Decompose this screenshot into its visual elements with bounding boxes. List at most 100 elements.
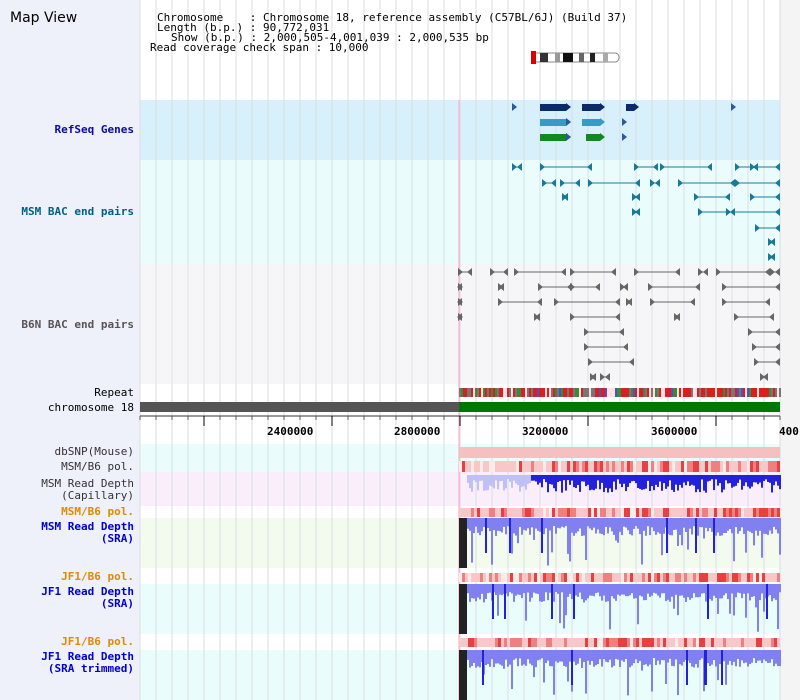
read-depth-bar bbox=[675, 584, 677, 595]
repeat-feature bbox=[727, 388, 729, 397]
read-depth-bar bbox=[547, 518, 549, 566]
polymorphism-cell bbox=[648, 638, 651, 647]
repeat-feature bbox=[475, 388, 477, 397]
read-depth-bar bbox=[647, 584, 649, 594]
msm-bac-pair-end bbox=[575, 179, 580, 187]
read-depth-bar bbox=[683, 584, 685, 598]
read-depth-bar bbox=[523, 584, 525, 594]
read-depth-bar bbox=[641, 650, 643, 671]
read-depth-bar bbox=[743, 650, 745, 664]
polymorphism-cell bbox=[570, 573, 573, 582]
polymorphism-cell bbox=[504, 508, 507, 517]
read-depth-spike bbox=[686, 650, 688, 685]
polymorphism-cell bbox=[525, 508, 528, 517]
read-depth-bar bbox=[549, 584, 551, 593]
polymorphism-cell bbox=[684, 573, 687, 582]
polymorphism-cell bbox=[543, 461, 546, 472]
read-depth-bar bbox=[737, 475, 739, 483]
ideogram-band bbox=[579, 53, 584, 62]
read-depth-bar bbox=[697, 650, 699, 668]
polymorphism-cell bbox=[681, 461, 684, 472]
info-coverage-span: Read coverage check span : 10,000 bbox=[150, 41, 369, 54]
read-depth-bar bbox=[597, 584, 599, 593]
read-depth-bar bbox=[479, 650, 481, 668]
polymorphism-cell bbox=[624, 638, 627, 647]
read-depth-bar bbox=[515, 475, 517, 484]
read-depth-bar bbox=[713, 475, 715, 491]
b6n-bac-pair-end bbox=[554, 298, 559, 306]
track-label-dbsnp: dbSNP(Mouse) bbox=[54, 445, 134, 458]
read-depth-bar bbox=[727, 584, 729, 600]
read-depth-spike bbox=[492, 584, 494, 619]
read-depth-bar bbox=[591, 518, 593, 531]
read-depth-bar bbox=[761, 584, 763, 594]
read-depth-bar bbox=[679, 518, 681, 535]
track-label-jf1-depth-sra-sub: (SRA) bbox=[100, 597, 134, 610]
read-depth-bar bbox=[729, 518, 731, 530]
b6n-bac-pair-end bbox=[503, 268, 508, 276]
polymorphism-cell bbox=[777, 508, 780, 517]
read-depth-bar bbox=[575, 650, 577, 666]
read-depth-bar bbox=[717, 650, 719, 681]
read-depth-bar bbox=[709, 584, 711, 599]
read-depth-bar bbox=[537, 584, 539, 594]
track-label-b6n-bac[interactable]: B6N BAC end pairs bbox=[21, 318, 134, 331]
read-depth-bar bbox=[563, 584, 565, 629]
read-depth-bar bbox=[557, 584, 559, 594]
chromosome-gap-region bbox=[140, 402, 459, 412]
read-depth-bar bbox=[717, 518, 719, 533]
polymorphism-cell bbox=[663, 573, 666, 582]
read-depth-bar bbox=[569, 475, 571, 485]
read-depth-bar bbox=[511, 475, 513, 488]
polymorphism-cell bbox=[735, 508, 738, 517]
read-depth-bar bbox=[751, 584, 753, 597]
msm-bac-pair-end bbox=[560, 179, 565, 187]
chromosome-ideogram[interactable] bbox=[531, 51, 620, 64]
read-depth-bar bbox=[751, 475, 753, 487]
repeat-feature bbox=[553, 388, 555, 397]
repeat-feature bbox=[591, 388, 593, 397]
b6n-bac-pair-end bbox=[490, 268, 495, 276]
read-depth-spike bbox=[482, 650, 484, 685]
track-label-msm-bac[interactable]: MSM BAC end pairs bbox=[21, 205, 134, 218]
track-label-jf1-depth-sra: JF1 Read Depth bbox=[41, 585, 134, 598]
read-depth-bar bbox=[613, 650, 615, 666]
read-depth-bar bbox=[665, 650, 667, 684]
refseq-gene-features[interactable] bbox=[512, 103, 736, 141]
repeat-feature bbox=[703, 388, 705, 397]
read-depth-bar bbox=[649, 650, 651, 665]
read-depth-bar bbox=[753, 518, 755, 546]
read-depth-bar bbox=[507, 475, 509, 480]
track-label-refseq-genes[interactable]: RefSeq Genes bbox=[54, 123, 134, 136]
read-depth-bar bbox=[485, 650, 487, 665]
polymorphism-cell bbox=[753, 508, 756, 517]
msm-bac-features[interactable] bbox=[512, 163, 780, 261]
read-depth-bar bbox=[617, 518, 619, 543]
msm-bac-pair-end bbox=[563, 193, 568, 201]
repeat-feature bbox=[699, 388, 701, 397]
read-depth-bar bbox=[779, 518, 781, 555]
b6n-bac-pair-end bbox=[570, 283, 575, 291]
read-depth-bar bbox=[653, 650, 655, 659]
msm-bac-pair-end bbox=[678, 179, 683, 187]
read-depth-bar bbox=[731, 475, 733, 488]
b6n-bac-features[interactable] bbox=[457, 268, 780, 381]
polymorphism-cell bbox=[462, 461, 465, 472]
polymorphism-cell bbox=[534, 638, 537, 647]
msm-bac-pair-end bbox=[698, 208, 703, 216]
read-depth-bar bbox=[497, 518, 499, 531]
repeat-feature bbox=[635, 388, 637, 397]
read-depth-bar bbox=[773, 518, 775, 527]
read-depth-bar bbox=[743, 584, 745, 594]
repeat-feature bbox=[759, 388, 761, 397]
read-depth-bar bbox=[525, 584, 527, 621]
b6n-bac-pair-end bbox=[570, 313, 575, 321]
read-depth-bar bbox=[753, 584, 755, 597]
read-depth-bar bbox=[599, 650, 601, 660]
read-depth-bar bbox=[649, 584, 651, 597]
read-depth-bar bbox=[649, 518, 651, 536]
depth-gap-block bbox=[459, 518, 467, 568]
repeat-feature bbox=[471, 388, 473, 397]
polymorphism-cell bbox=[630, 461, 633, 472]
read-depth-bar bbox=[643, 518, 645, 531]
